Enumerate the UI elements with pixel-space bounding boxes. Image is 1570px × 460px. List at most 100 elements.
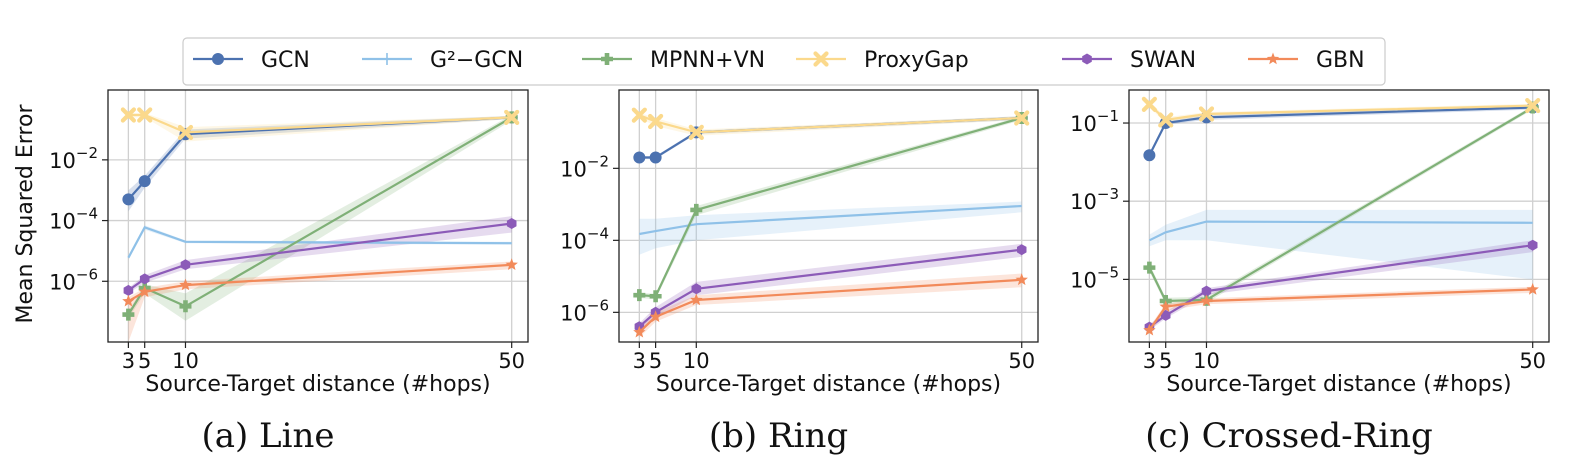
- legend-item-proxygap: ProxyGap: [796, 48, 969, 73]
- x-tick-label: 50: [498, 349, 525, 373]
- legend-label-mpnnvn: MPNN+VN: [650, 48, 765, 73]
- point-proxygap: [1014, 110, 1030, 126]
- point-proxygap: [631, 107, 647, 123]
- point-proxygap: [1198, 106, 1215, 122]
- band-swan: [639, 243, 1022, 332]
- point-gbn: [1200, 294, 1213, 307]
- series-line-gcn: [1148, 106, 1533, 156]
- point-swan: [139, 273, 150, 285]
- point-gbn: [505, 258, 518, 270]
- point-proxygap: [120, 107, 136, 123]
- y-tick-label: 10−6: [560, 296, 609, 325]
- band-gcn: [1149, 105, 1533, 158]
- point-gbn: [1015, 273, 1028, 286]
- point-gcn: [633, 151, 646, 164]
- point-swan: [1201, 285, 1212, 297]
- legend: GCN G²−GCN MPNN+VN ProxyGap SWAN GBN: [182, 37, 1386, 86]
- x-axis-label: Source-Target distance (#hops): [1166, 372, 1511, 397]
- point-gcn: [649, 151, 662, 164]
- point-mpnnvn: [649, 290, 662, 303]
- x-axis-label: Source-Target distance (#hops): [145, 372, 490, 397]
- point-gcn: [122, 193, 135, 206]
- point-proxygap: [688, 124, 704, 140]
- point-mpnnvn: [122, 308, 135, 321]
- legend-label-swan: SWAN: [1130, 48, 1196, 73]
- legend-item-swan: SWAN: [1062, 48, 1196, 73]
- point-gbn: [690, 293, 703, 306]
- series-line-mpnnvn: [127, 116, 513, 316]
- series-line-g2gcn: [639, 204, 1022, 236]
- axes-frame: [107, 89, 529, 343]
- series-line-proxygap: [1148, 103, 1533, 122]
- point-gcn: [138, 175, 151, 188]
- panel-caption: (b) Ring: [709, 416, 848, 456]
- point-swan: [1160, 309, 1171, 321]
- y-tick-label: 10−3: [1070, 185, 1119, 214]
- y-tick-label: 10−4: [560, 224, 609, 253]
- band-swan: [1149, 240, 1533, 331]
- panel-caption: (a) Line: [201, 416, 334, 456]
- x-tick-label: 50: [1008, 349, 1035, 373]
- band-gbn: [639, 273, 1022, 338]
- legend-item-gcn: GCN: [193, 48, 310, 73]
- y-tick-label: 10−1: [1070, 107, 1119, 136]
- legend-marker-swan: [1082, 53, 1092, 65]
- axes-frame: [1128, 89, 1550, 343]
- x-tick-label: 50: [1519, 349, 1546, 373]
- panel-caption: (c) Crossed-Ring: [1145, 416, 1433, 456]
- legend-marker-mpnnvn: [601, 53, 613, 65]
- point-gbn: [179, 278, 192, 291]
- point-swan: [123, 284, 134, 296]
- point-swan: [506, 218, 517, 229]
- series-line-gbn: [638, 278, 1022, 333]
- legend-frame: [182, 37, 1386, 86]
- band-g2gcn: [639, 201, 1022, 255]
- point-gbn: [1526, 283, 1539, 295]
- x-axis-label: Source-Target distance (#hops): [656, 372, 1001, 397]
- panel-1: 3 5 10 50 10−6 10−4 10−2 Source-Target distance…: [13, 89, 529, 456]
- y-tick-label: 10−4: [49, 205, 98, 234]
- x-tick-label: 10: [172, 349, 199, 373]
- series-line-gbn: [127, 263, 512, 303]
- point-mpnnvn: [633, 289, 646, 302]
- x-tick-label: 5: [1159, 349, 1172, 373]
- band-mpnnvn: [639, 116, 1022, 300]
- series-line-gbn: [1148, 288, 1533, 331]
- axes-frame: [618, 89, 1039, 343]
- point-proxygap: [137, 107, 153, 123]
- point-gbn: [138, 285, 151, 298]
- x-tick-label: 3: [633, 349, 646, 373]
- legend-marker-gcn: [212, 53, 224, 65]
- band-g2gcn: [1149, 209, 1533, 280]
- point-proxygap: [1525, 97, 1541, 114]
- point-swan: [1527, 239, 1538, 251]
- legend-marker-gbn: [1266, 52, 1280, 65]
- point-proxygap: [1141, 96, 1157, 112]
- x-tick-label: 5: [649, 349, 662, 373]
- panel-3: 3 5 10 50 10−5 10−3 10−1 Source-Target distance…: [1070, 89, 1550, 456]
- panel-2: 3 5 10 50 10−6 10−4 10−2 Source-Target distance…: [560, 89, 1039, 456]
- point-mpnnvn: [690, 203, 703, 216]
- legend-marker-g2gcn: [381, 53, 393, 65]
- series-line-mpnnvn: [1148, 106, 1534, 303]
- series-line-mpnnvn: [639, 116, 1022, 298]
- y-tick-label: 10−2: [560, 152, 609, 181]
- x-tick-label: 3: [1143, 349, 1156, 373]
- x-tick-label: 10: [683, 349, 710, 373]
- legend-marker-proxygap: [813, 51, 829, 67]
- legend-label-gcn: GCN: [261, 48, 310, 73]
- x-tick-label: 5: [138, 349, 151, 373]
- point-proxygap: [1158, 112, 1174, 128]
- point-gcn: [1143, 149, 1156, 162]
- series-line-g2gcn: [1148, 220, 1533, 242]
- series-line-swan: [127, 222, 512, 292]
- point-mpnnvn: [1143, 261, 1156, 274]
- point-swan: [691, 283, 702, 295]
- point-proxygap: [504, 109, 520, 126]
- series-line-g2gcn: [127, 225, 512, 259]
- series-line-proxygap: [638, 114, 1022, 134]
- legend-label-g2gcn: G²−GCN: [430, 48, 523, 73]
- legend-item-mpnnvn: MPNN+VN: [582, 48, 765, 73]
- y-tick-label: 10−5: [1070, 263, 1119, 292]
